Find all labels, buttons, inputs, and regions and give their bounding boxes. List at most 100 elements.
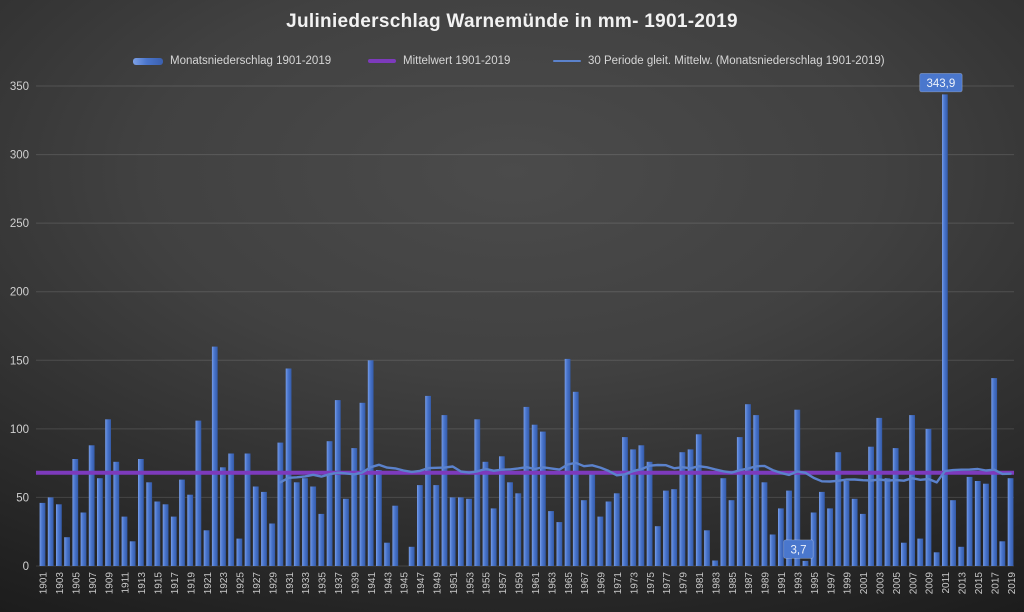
xtick-1999: 1999 <box>843 572 854 595</box>
bar-1967 <box>581 500 587 566</box>
xtick-1973: 1973 <box>629 572 640 595</box>
bar-1937 <box>334 400 341 566</box>
bar-1984 <box>720 478 727 566</box>
bar-2005 <box>892 448 899 566</box>
bar-1985 <box>728 500 735 566</box>
bar-1993 <box>794 409 801 566</box>
xtick-1925: 1925 <box>236 572 247 595</box>
legend-label-gleitender-mittelwert: 30 Periode gleit. Mittelw. (Monatsnieder… <box>588 55 885 67</box>
bar-series-swatch <box>133 57 163 65</box>
bar-1949 <box>433 485 440 566</box>
bar-2006 <box>901 542 907 566</box>
bar-1970 <box>605 501 612 566</box>
bar-1986 <box>736 437 743 566</box>
ytick-200: 200 <box>10 287 29 299</box>
bar-2007 <box>909 415 915 566</box>
bar-1958 <box>507 482 513 566</box>
bar-1973 <box>630 449 637 566</box>
bar-2011 <box>942 94 948 567</box>
bar-2002 <box>868 446 874 566</box>
bar-1902 <box>47 497 54 566</box>
bar-1918 <box>179 479 185 566</box>
xtick-1919: 1919 <box>186 572 197 595</box>
bar-1996 <box>819 491 825 566</box>
bar-2008 <box>917 538 924 566</box>
bar-1920 <box>195 420 202 566</box>
xtick-1927: 1927 <box>252 572 263 595</box>
moving-average-swatch <box>553 59 581 63</box>
legend: Monatsniederschlag 1901-2019 Mittelwert … <box>0 52 1024 70</box>
mean-line-swatch <box>368 59 396 63</box>
xtick-1997: 1997 <box>826 572 837 595</box>
xtick-1995: 1995 <box>810 572 821 595</box>
xtick-1987: 1987 <box>744 572 755 595</box>
bar-1935 <box>318 513 325 566</box>
xtick-1909: 1909 <box>104 572 115 595</box>
bar-1943 <box>384 542 390 566</box>
bar-1909 <box>105 419 111 566</box>
bar-1978 <box>671 489 678 566</box>
bar-1959 <box>515 493 522 566</box>
ytick-300: 300 <box>10 150 29 162</box>
xtick-2003: 2003 <box>876 572 887 595</box>
bar-1915 <box>154 501 161 566</box>
bar-2009 <box>925 428 932 566</box>
bar-1964 <box>556 522 563 566</box>
bar-1971 <box>613 493 620 566</box>
ytick-100: 100 <box>10 424 29 436</box>
legend-item-mittelwert: Mittelwert 1901-2019 <box>368 52 510 70</box>
xtick-2007: 2007 <box>908 572 919 595</box>
bar-1987 <box>745 404 751 566</box>
bar-2019 <box>1007 478 1014 566</box>
xtick-1907: 1907 <box>88 572 99 595</box>
xtick-1933: 1933 <box>301 572 312 595</box>
xtick-1913: 1913 <box>137 572 148 595</box>
bar-2003 <box>876 417 883 566</box>
bar-1975 <box>646 461 653 566</box>
data-label-1994: 3,7 <box>791 544 807 556</box>
xtick-2017: 2017 <box>990 572 1001 595</box>
bar-1944 <box>392 505 399 566</box>
bar-1922 <box>211 346 218 566</box>
bar-1930 <box>277 442 284 566</box>
bar-1914 <box>146 482 153 566</box>
bar-1921 <box>203 530 210 566</box>
bar-1954 <box>474 419 481 566</box>
xtick-1993: 1993 <box>794 572 805 595</box>
xtick-1983: 1983 <box>711 572 722 595</box>
bar-2014 <box>966 476 973 566</box>
xtick-1901: 1901 <box>39 572 50 595</box>
chart-title: Juliniederschlag Warnemünde in mm- 1901-… <box>286 11 738 32</box>
xtick-1915: 1915 <box>154 572 165 595</box>
bar-1992 <box>786 490 792 566</box>
xtick-1965: 1965 <box>564 572 575 595</box>
bar-1991 <box>778 508 784 566</box>
bar-1932 <box>293 482 300 566</box>
bar-1977 <box>663 490 669 566</box>
xtick-1921: 1921 <box>203 572 214 595</box>
bar-1953 <box>466 498 472 566</box>
bar-1919 <box>187 494 194 566</box>
bar-1901 <box>39 502 46 566</box>
bar-1923 <box>220 467 226 566</box>
bar-1905 <box>72 459 79 566</box>
bar-2001 <box>860 513 866 566</box>
bar-2000 <box>851 498 858 566</box>
xtick-1929: 1929 <box>268 572 279 595</box>
bar-1927 <box>252 486 259 566</box>
data-label-2011: 343,9 <box>927 78 956 90</box>
bar-1990 <box>769 534 776 566</box>
bar-1979 <box>679 452 686 566</box>
xtick-1911: 1911 <box>121 572 132 594</box>
xtick-1939: 1939 <box>351 572 362 595</box>
bar-1947 <box>417 485 423 566</box>
ytick-50: 50 <box>16 492 29 504</box>
ytick-0: 0 <box>23 561 29 573</box>
xtick-2015: 2015 <box>974 572 985 595</box>
bar-1948 <box>425 395 431 566</box>
bar-1995 <box>810 512 817 566</box>
bar-1928 <box>261 491 267 566</box>
bar-1968 <box>589 474 596 566</box>
xtick-1989: 1989 <box>761 572 772 595</box>
